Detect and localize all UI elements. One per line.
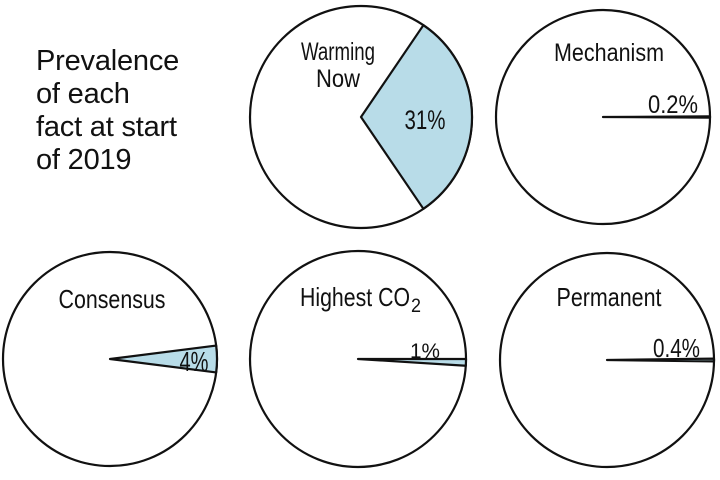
pie-title-highest-co2: Highest CO xyxy=(300,282,410,312)
pie-slice-highest-co2 xyxy=(356,357,468,367)
pie-value-consensus: 4% xyxy=(180,346,209,377)
pie-value-permanent: 0.4% xyxy=(653,333,700,363)
pie-slice-consensus xyxy=(108,344,219,374)
pie-title-permanent: Permanent xyxy=(557,282,663,312)
pie-value-warming-now: 31% xyxy=(405,105,446,135)
pie-mechanism: Mechanism 0.2% xyxy=(494,8,712,226)
pie-permanent: Permanent 0.4% xyxy=(498,251,716,469)
pie-slice-permanent xyxy=(605,357,716,363)
figure-caption: Prevalence of each fact at start of 2019 xyxy=(36,45,180,176)
pie-title-warming-now-line2: Now xyxy=(316,65,361,93)
pie-consensus: Consensus 4% xyxy=(1,250,219,468)
pie-slice-warming-now xyxy=(359,24,474,210)
pie-title-highest-co2-line2: 2 xyxy=(411,296,421,317)
pie-highest-co2: Highest CO 2 1% xyxy=(248,249,468,469)
pie-title-warming-now: Warming xyxy=(301,38,375,66)
pie-title-consensus: Consensus xyxy=(59,284,166,314)
pie-title-mechanism: Mechanism xyxy=(554,39,664,67)
pie-value-mechanism: 0.2% xyxy=(648,91,698,119)
pie-slice-mechanism xyxy=(601,115,712,119)
pie-value-highest-co2: 1% xyxy=(410,340,440,363)
